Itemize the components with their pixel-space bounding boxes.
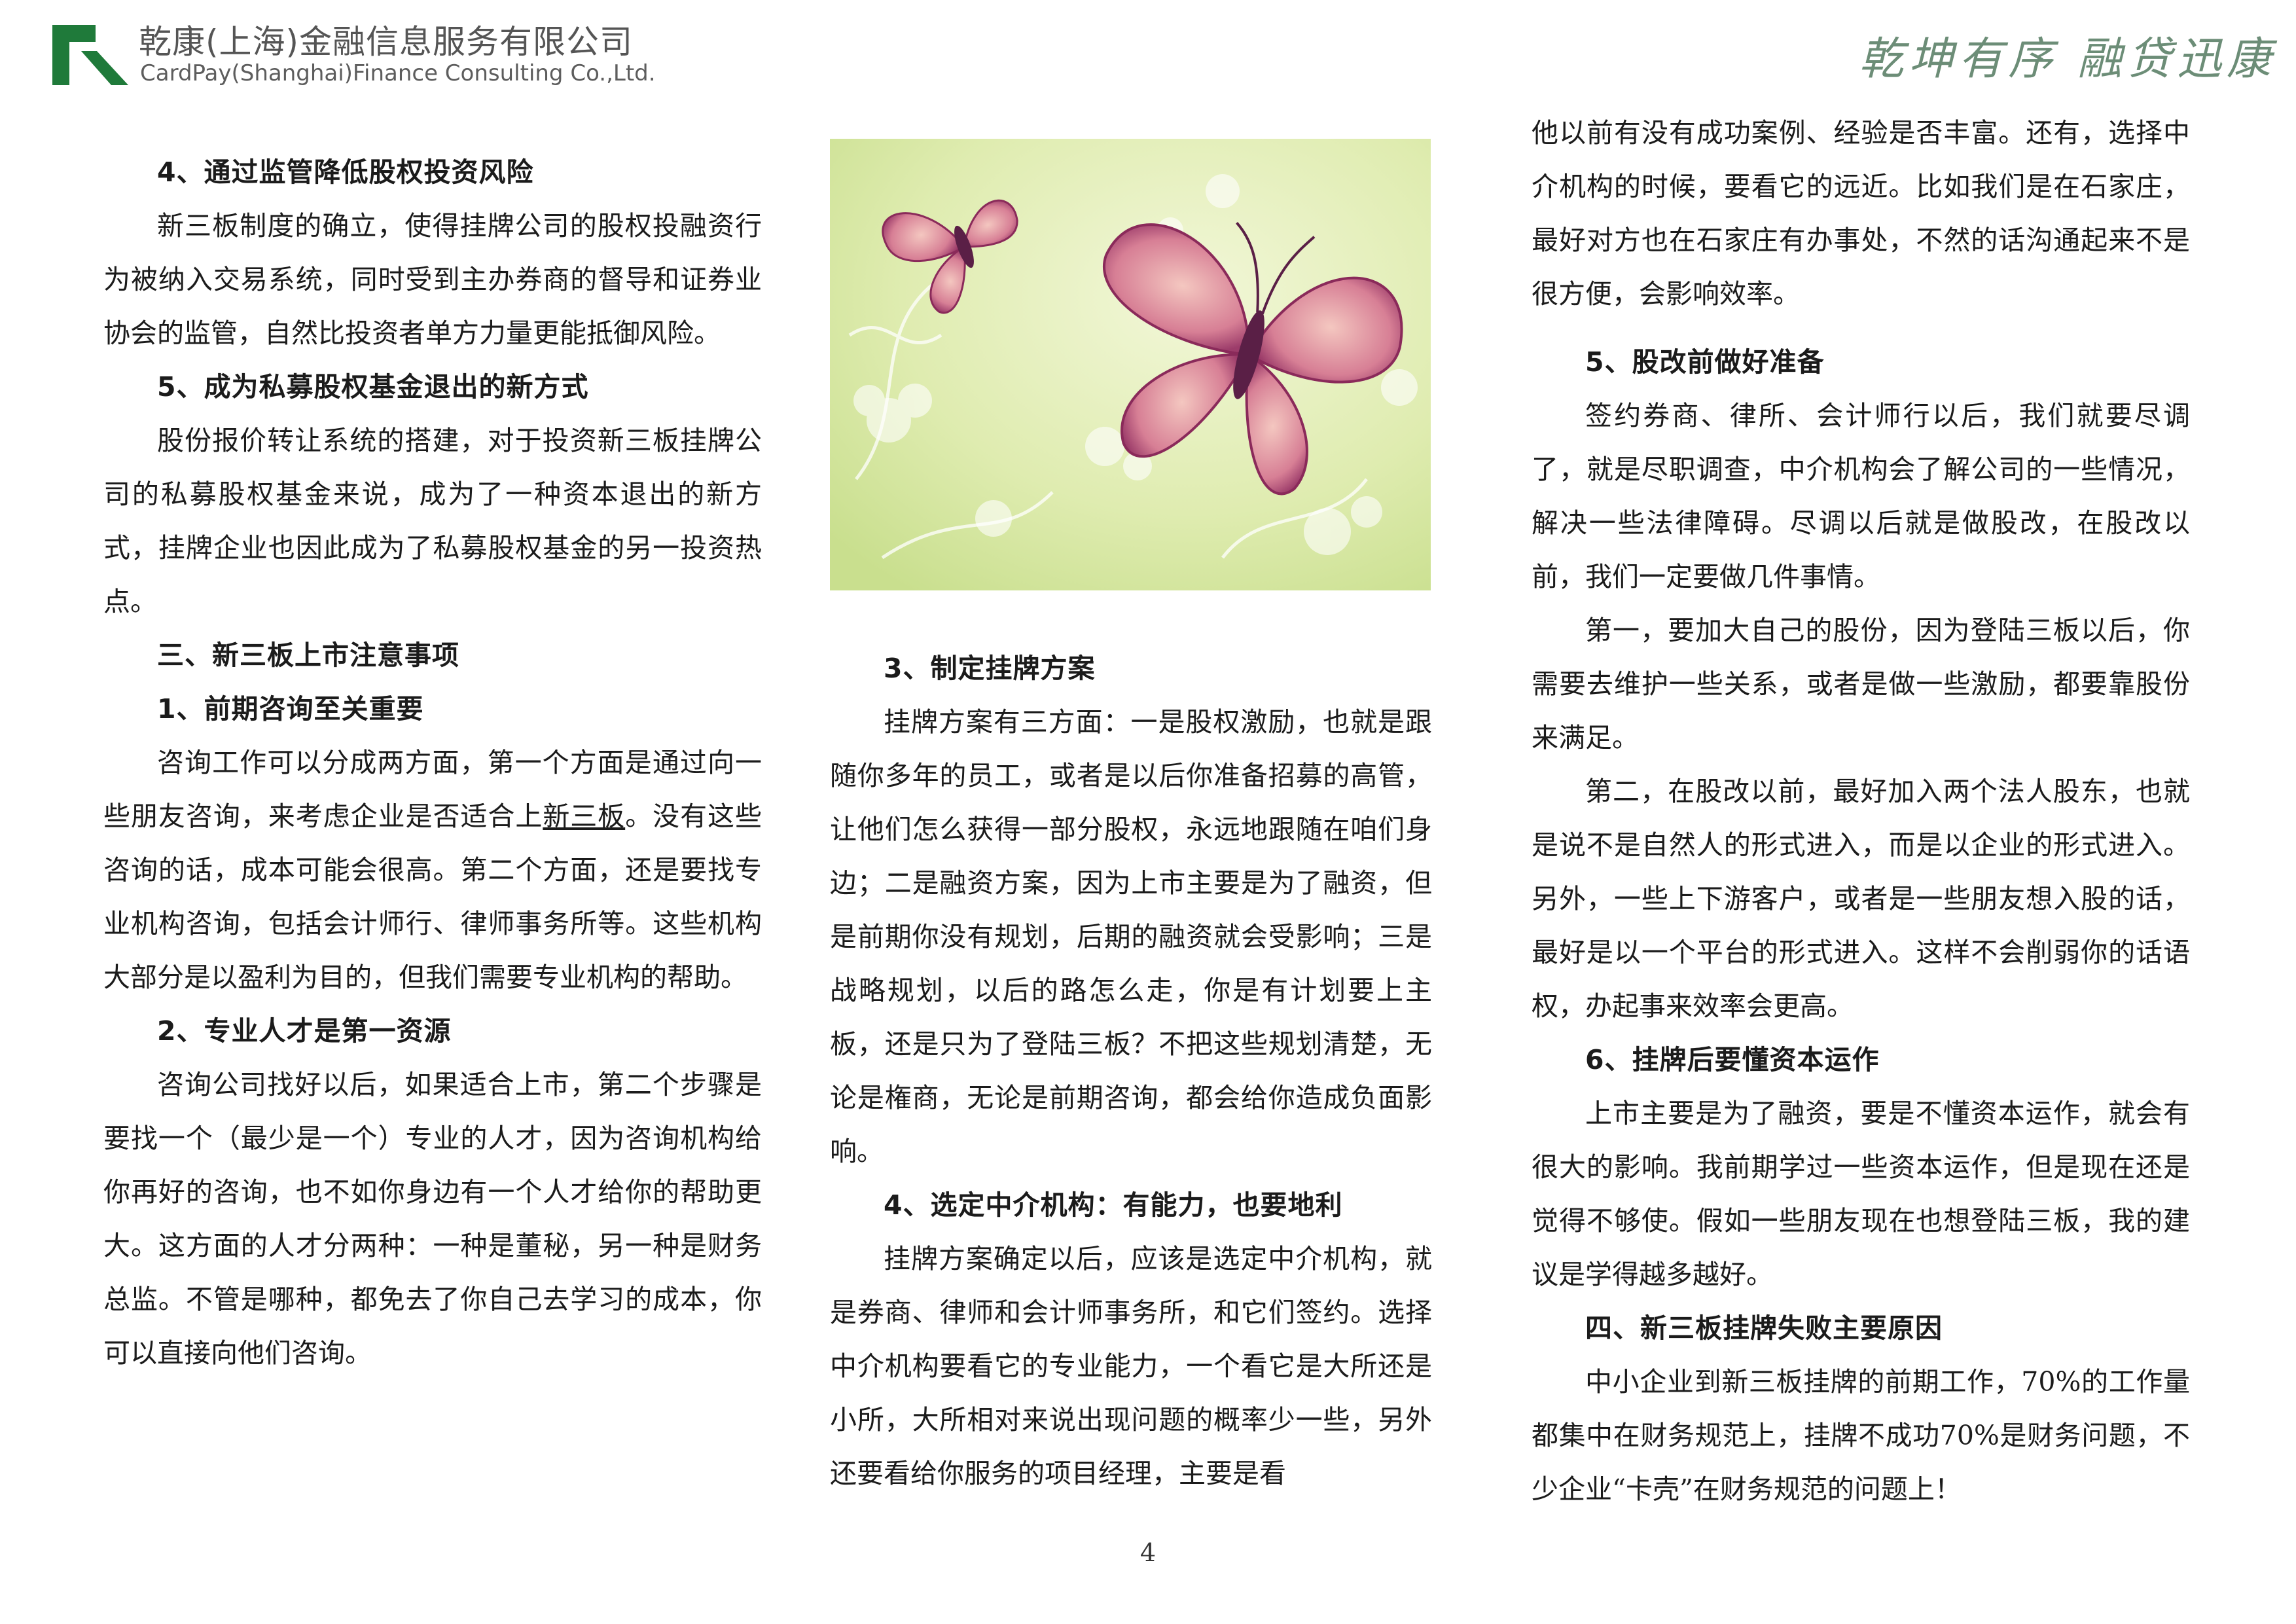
heading-share-reform: 5、股改前做好准备 (1585, 346, 1825, 378)
column-left: 4、通过监管降低股权投资风险 新三板制度的确立，使得挂牌公司的股权投融资行为被纳… (103, 145, 762, 1380)
company-name-cn: 乾康(上海)金融信息服务有限公司 (139, 23, 634, 61)
heading-section-4: 四、新三板挂牌失败主要原因 (1585, 1312, 1943, 1344)
company-name-en: CardPay(Shanghai)Finance Consulting Co.,… (140, 60, 656, 86)
heading-capital-operation: 6、挂牌后要懂资本运作 (1585, 1044, 1880, 1075)
paragraph-intermediary-cont: 他以前有没有成功案例、经验是否丰富。还有，选择中介机构的时候，要看它的远近。比如… (1532, 117, 2190, 310)
heading-consulting: 1、前期咨询至关重要 (157, 693, 424, 725)
heading-intermediary: 4、选定中介机构：有能力，也要地利 (884, 1189, 1343, 1221)
paragraph-supervision: 新三板制度的确立，使得挂牌公司的股权投融资行为被纳入交易系统，同时受到主办券商的… (103, 210, 762, 349)
heading-listing-plan: 3、制定挂牌方案 (884, 653, 1096, 684)
paragraph-intermediary: 挂牌方案确定以后，应该是选定中介机构，就是券商、律师和会计师事务所，和它们签约。… (830, 1243, 1432, 1489)
neeq-link[interactable]: 新三板 (543, 801, 626, 832)
column-middle: 3、制定挂牌方案 挂牌方案有三方面：一是股权激励，也就是跟随你多年的员工，或者是… (830, 641, 1432, 1500)
paragraph-capital-operation: 上市主要是为了融资，要是不懂资本运作，就会有很大的影响。我前期学过一些资本运作，… (1532, 1098, 2190, 1290)
paragraph-consulting: 咨询工作可以分成两方面，第一个方面是通过向一些朋友咨询，来考虑企业是否适合上新三… (103, 747, 762, 993)
butterflies-illustration-icon (830, 139, 1431, 590)
heading-pe-exit: 5、成为私募股权基金退出的新方式 (157, 371, 589, 403)
heading-section-3: 三、新三板上市注意事项 (157, 640, 459, 671)
heading-talent: 2、专业人才是第一资源 (157, 1015, 452, 1047)
paragraph-share-reform-first: 第一，要加大自己的股份，因为登陆三板以后，你需要去维护一些关系，或者是做一些激励… (1532, 615, 2190, 753)
paragraph-share-reform: 签约券商、律所、会计师行以后，我们就要尽调了，就是尽职调查，中介机构会了解公司的… (1532, 400, 2190, 592)
paragraph-pe-exit: 股份报价转让系统的搭建，对于投资新三板挂牌公司的私募股权基金来说，成为了一种资本… (103, 425, 762, 617)
page-number: 4 (1139, 1538, 1157, 1567)
paragraph-failure-reasons: 中小企业到新三板挂牌的前期工作，70%的工作量都集中在财务规范上，挂牌不成功70… (1532, 1366, 2190, 1505)
company-slogan: 乾坤有序 融贷迅康 (1859, 33, 2276, 85)
paragraph-talent: 咨询公司找好以后，如果适合上市，第二个步骤是要找一个（最少是一个）专业的人才，因… (103, 1069, 762, 1369)
heading-supervision: 4、通过监管降低股权投资风险 (157, 156, 534, 188)
page-header: 乾康(上海)金融信息服务有限公司 CardPay(Shanghai)Financ… (0, 0, 2296, 118)
company-logo-icon (52, 25, 128, 85)
paragraph-listing-plan: 挂牌方案有三方面：一是股权激励，也就是跟随你多年的员工，或者是以后你准备招募的高… (830, 706, 1432, 1167)
paragraph-share-reform-second: 第二，在股改以前，最好加入两个法人股东，也就是说不是自然人的形式进入，而是以企业… (1532, 776, 2190, 1022)
column-right: 他以前有没有成功案例、经验是否丰富。还有，选择中介机构的时候，要看它的远近。比如… (1532, 106, 2190, 1516)
butterfly-image (830, 139, 1431, 590)
